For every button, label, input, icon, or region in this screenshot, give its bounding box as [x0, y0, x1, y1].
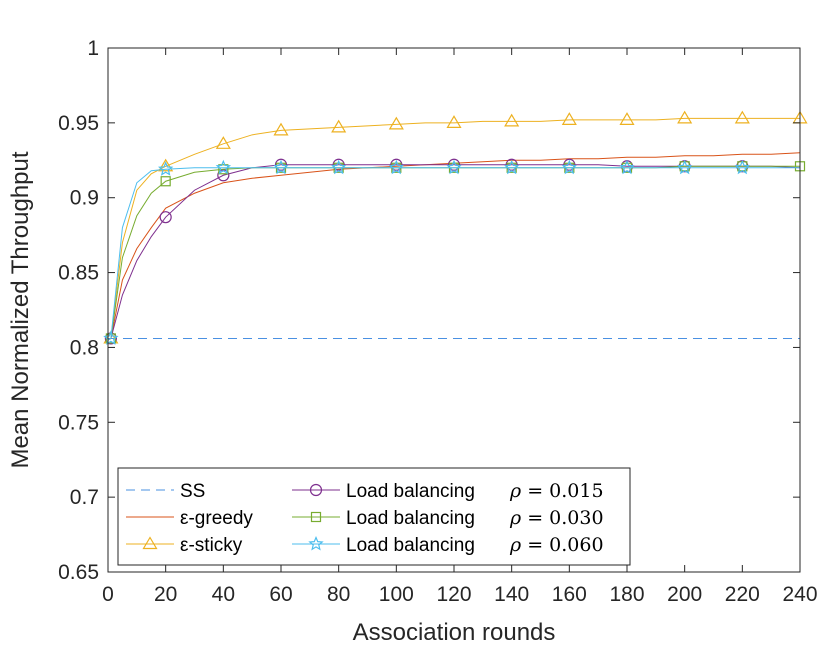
y-tick-label: 1	[87, 37, 99, 60]
series-5-marker	[388, 159, 405, 175]
series-2-marker	[504, 113, 520, 127]
series-line-1	[107, 152, 801, 341]
legend-box	[117, 467, 631, 566]
legend-rho: ρ = 0.060	[509, 534, 604, 556]
legend-marker	[308, 535, 324, 551]
series-5-marker	[734, 159, 751, 175]
series-4-marker	[160, 176, 171, 187]
series-4-marker	[218, 164, 229, 175]
series-2-marker	[331, 119, 347, 133]
legend-label: ε-sticky	[180, 535, 243, 556]
legend-rho: ρ = 0.030	[509, 507, 604, 529]
y-axis-label: Mean Normalized Throughput	[7, 151, 34, 468]
x-tick-label: 80	[327, 583, 350, 606]
legend-item: Load balancing ρ = 0.030	[292, 507, 604, 529]
legend-item: Load balancing ρ = 0.060	[292, 534, 604, 556]
series-2-marker	[446, 115, 462, 128]
x-tick-label: 240	[782, 583, 817, 606]
legend-item: ε-sticky	[126, 535, 243, 556]
y-tick-label: 0.65	[58, 561, 99, 584]
y-tick-label: 0.95	[58, 112, 99, 135]
series-2-marker	[388, 116, 404, 130]
legend-marker	[142, 536, 158, 550]
series-5-marker	[619, 159, 635, 175]
x-tick-label: 40	[212, 583, 235, 606]
series-line-3	[107, 164, 801, 341]
legend-item: ε-greedy	[126, 508, 253, 529]
legend-label: Load balancing	[346, 535, 475, 556]
series-2-marker	[215, 136, 231, 149]
legend-label: SS	[180, 481, 205, 502]
series-5-marker	[446, 159, 462, 175]
legend-marker	[309, 483, 323, 497]
series-2-marker	[561, 112, 577, 125]
y-tick-label: 0.75	[58, 411, 99, 434]
series-2-marker	[158, 158, 174, 172]
x-tick-label: 100	[379, 583, 414, 606]
series-line-5	[107, 167, 800, 341]
x-tick-label: 220	[725, 583, 760, 606]
legend-label: Load balancing	[346, 481, 475, 502]
axis-ticks: 0 20 40 60 80 100 120 140 160 180 200 220 240 0.65 0.7…	[58, 37, 817, 606]
y-tick-label: 0.85	[58, 262, 99, 285]
series-2-marker	[677, 110, 693, 124]
x-tick-label: 0	[102, 583, 114, 606]
x-tick-label: 160	[552, 583, 587, 606]
legend-items: SS ε-greedy ε-sticky Load balancing ρ = 0.01…	[126, 480, 604, 556]
x-tick-label: 140	[494, 583, 529, 606]
legend-label: ε-greedy	[180, 508, 253, 529]
series-5-marker	[273, 159, 289, 175]
series-5-marker	[103, 330, 119, 345]
legend-marker	[310, 511, 322, 523]
x-tick-label: 180	[609, 583, 644, 606]
series-3-marker	[159, 211, 172, 224]
y-tick-label: 0.7	[70, 486, 99, 509]
series-5-marker	[157, 161, 174, 176]
legend-label: Load balancing	[346, 508, 475, 529]
x-axis-label: Association rounds	[353, 619, 556, 646]
series-2-marker	[619, 112, 635, 125]
legend-item: Load balancing ρ = 0.015	[292, 480, 604, 502]
series-2-marker	[734, 110, 750, 124]
x-tick-label: 20	[154, 583, 177, 606]
series-layer	[103, 110, 808, 345]
series-5-marker	[561, 159, 578, 175]
series-2-marker	[273, 122, 289, 136]
x-tick-label: 60	[269, 583, 292, 606]
series-5-marker	[330, 159, 347, 175]
series-5-marker	[215, 159, 232, 175]
series-5-marker	[503, 159, 520, 175]
legend: SS ε-greedy ε-sticky Load balancing ρ = 0.01…	[117, 467, 631, 566]
y-tick-label: 0.9	[70, 187, 99, 210]
legend-rho: ρ = 0.015	[509, 480, 604, 502]
x-tick-label: 200	[667, 583, 702, 606]
legend-item: SS	[126, 481, 205, 502]
x-tick-label: 120	[436, 583, 471, 606]
y-tick-label: 0.8	[70, 336, 99, 359]
series-5-marker	[676, 159, 693, 175]
